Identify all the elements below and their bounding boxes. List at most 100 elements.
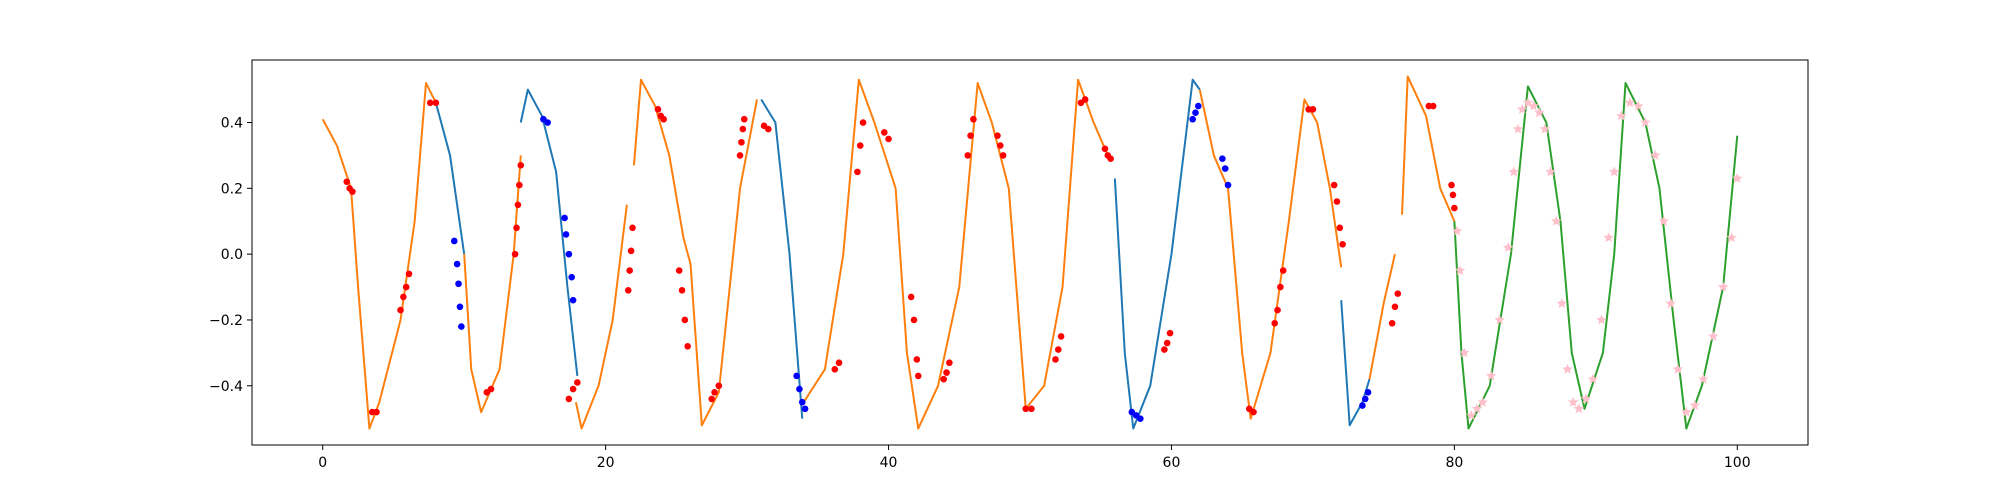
dot-marker [708, 395, 716, 403]
dot-marker [574, 379, 581, 386]
dot-marker [1057, 333, 1065, 340]
star-marker [1603, 232, 1614, 243]
dot-marker [1101, 145, 1109, 153]
dot-marker [856, 142, 864, 149]
dot-marker [569, 296, 577, 304]
star-marker [1550, 215, 1562, 226]
star-marker [1534, 107, 1545, 118]
star-marker [1485, 370, 1497, 381]
star-marker [1528, 100, 1539, 111]
dot-marker [1250, 408, 1257, 416]
star-marker [1658, 215, 1669, 226]
dot-marker [999, 152, 1007, 159]
dot-marker [1028, 405, 1035, 413]
series-line [434, 78, 1371, 430]
star-marker [1587, 373, 1599, 384]
dot-marker [1330, 181, 1338, 189]
dot-marker [967, 132, 974, 139]
dot-marker [517, 161, 525, 169]
dot-marker [881, 129, 888, 136]
dot-marker [1429, 102, 1437, 110]
series-line [1453, 82, 1739, 430]
star-marker [1681, 406, 1692, 417]
dot-marker [1163, 339, 1171, 347]
dot-marker [1221, 165, 1229, 172]
dot-marker [1166, 329, 1174, 337]
dot-marker [624, 287, 632, 294]
dot-marker [1107, 155, 1114, 163]
dot-marker [796, 385, 803, 393]
dot-marker [740, 115, 748, 123]
dot-marker [1277, 283, 1284, 291]
dot-marker [1394, 290, 1402, 297]
dot-marker [996, 142, 1004, 149]
x-tick-label: 100 [1724, 455, 1751, 471]
dot-marker [675, 267, 683, 274]
dot-marker [835, 359, 843, 367]
dot-marker [831, 366, 839, 373]
dot-marker [1279, 267, 1287, 274]
dot-marker [402, 283, 410, 291]
dot-marker [654, 106, 662, 113]
y-tick-label: −0.4 [209, 379, 243, 395]
dot-marker [1336, 224, 1344, 232]
y-tick-label: −0.2 [209, 313, 243, 329]
dot-marker [561, 214, 568, 222]
x-tick-label: 80 [1445, 455, 1463, 471]
star-marker [1650, 149, 1661, 160]
dot-marker [405, 270, 413, 278]
star-marker [1567, 396, 1579, 407]
dot-marker [432, 99, 440, 107]
dot-marker [1219, 155, 1226, 163]
dot-marker [568, 273, 575, 281]
star-marker [1665, 298, 1677, 308]
dot-marker [1359, 402, 1366, 409]
star-marker [1608, 166, 1620, 177]
star-marker [1633, 100, 1644, 111]
series-line [321, 75, 1456, 430]
dot-marker [907, 293, 915, 301]
x-tick-label: 20 [597, 455, 615, 471]
dot-marker [885, 135, 892, 143]
dot-marker [1274, 306, 1281, 314]
dot-marker [910, 316, 918, 324]
dot-marker [946, 359, 953, 367]
dot-marker [349, 188, 356, 195]
dot-marker [1052, 356, 1059, 363]
dot-marker [1451, 204, 1458, 212]
dot-marker [736, 152, 744, 159]
dot-marker [678, 287, 686, 294]
dot-marker [544, 119, 551, 126]
star-marker [1512, 123, 1524, 134]
star-marker [1732, 172, 1743, 183]
dot-marker [513, 224, 520, 232]
dot-marker [970, 115, 977, 123]
dot-marker [343, 178, 351, 186]
dot-marker [453, 260, 461, 268]
dot-marker [426, 99, 434, 107]
star-marker [1596, 314, 1607, 325]
dot-marker [455, 280, 462, 288]
dot-marker [1391, 303, 1399, 311]
dot-marker [913, 356, 921, 363]
star-marker [1451, 225, 1463, 236]
x-tick-label: 60 [1163, 455, 1181, 471]
star-marker [1471, 403, 1483, 414]
star-marker [1717, 281, 1729, 292]
dot-marker [1161, 346, 1168, 353]
star-marker [1689, 400, 1701, 410]
star-marker [1707, 330, 1719, 341]
dot-marker [565, 395, 573, 403]
star-marker [1562, 363, 1573, 374]
y-tick-label: 0.4 [221, 116, 243, 132]
star-marker [1494, 314, 1505, 325]
y-tick-label: 0.2 [221, 181, 243, 197]
dot-marker [569, 385, 577, 393]
star-marker [1616, 110, 1627, 121]
star-marker [1508, 166, 1520, 177]
star-marker [1580, 393, 1592, 404]
x-tick-label: 0 [318, 455, 327, 471]
dot-marker [1449, 191, 1457, 199]
x-tick-label: 40 [880, 455, 898, 471]
